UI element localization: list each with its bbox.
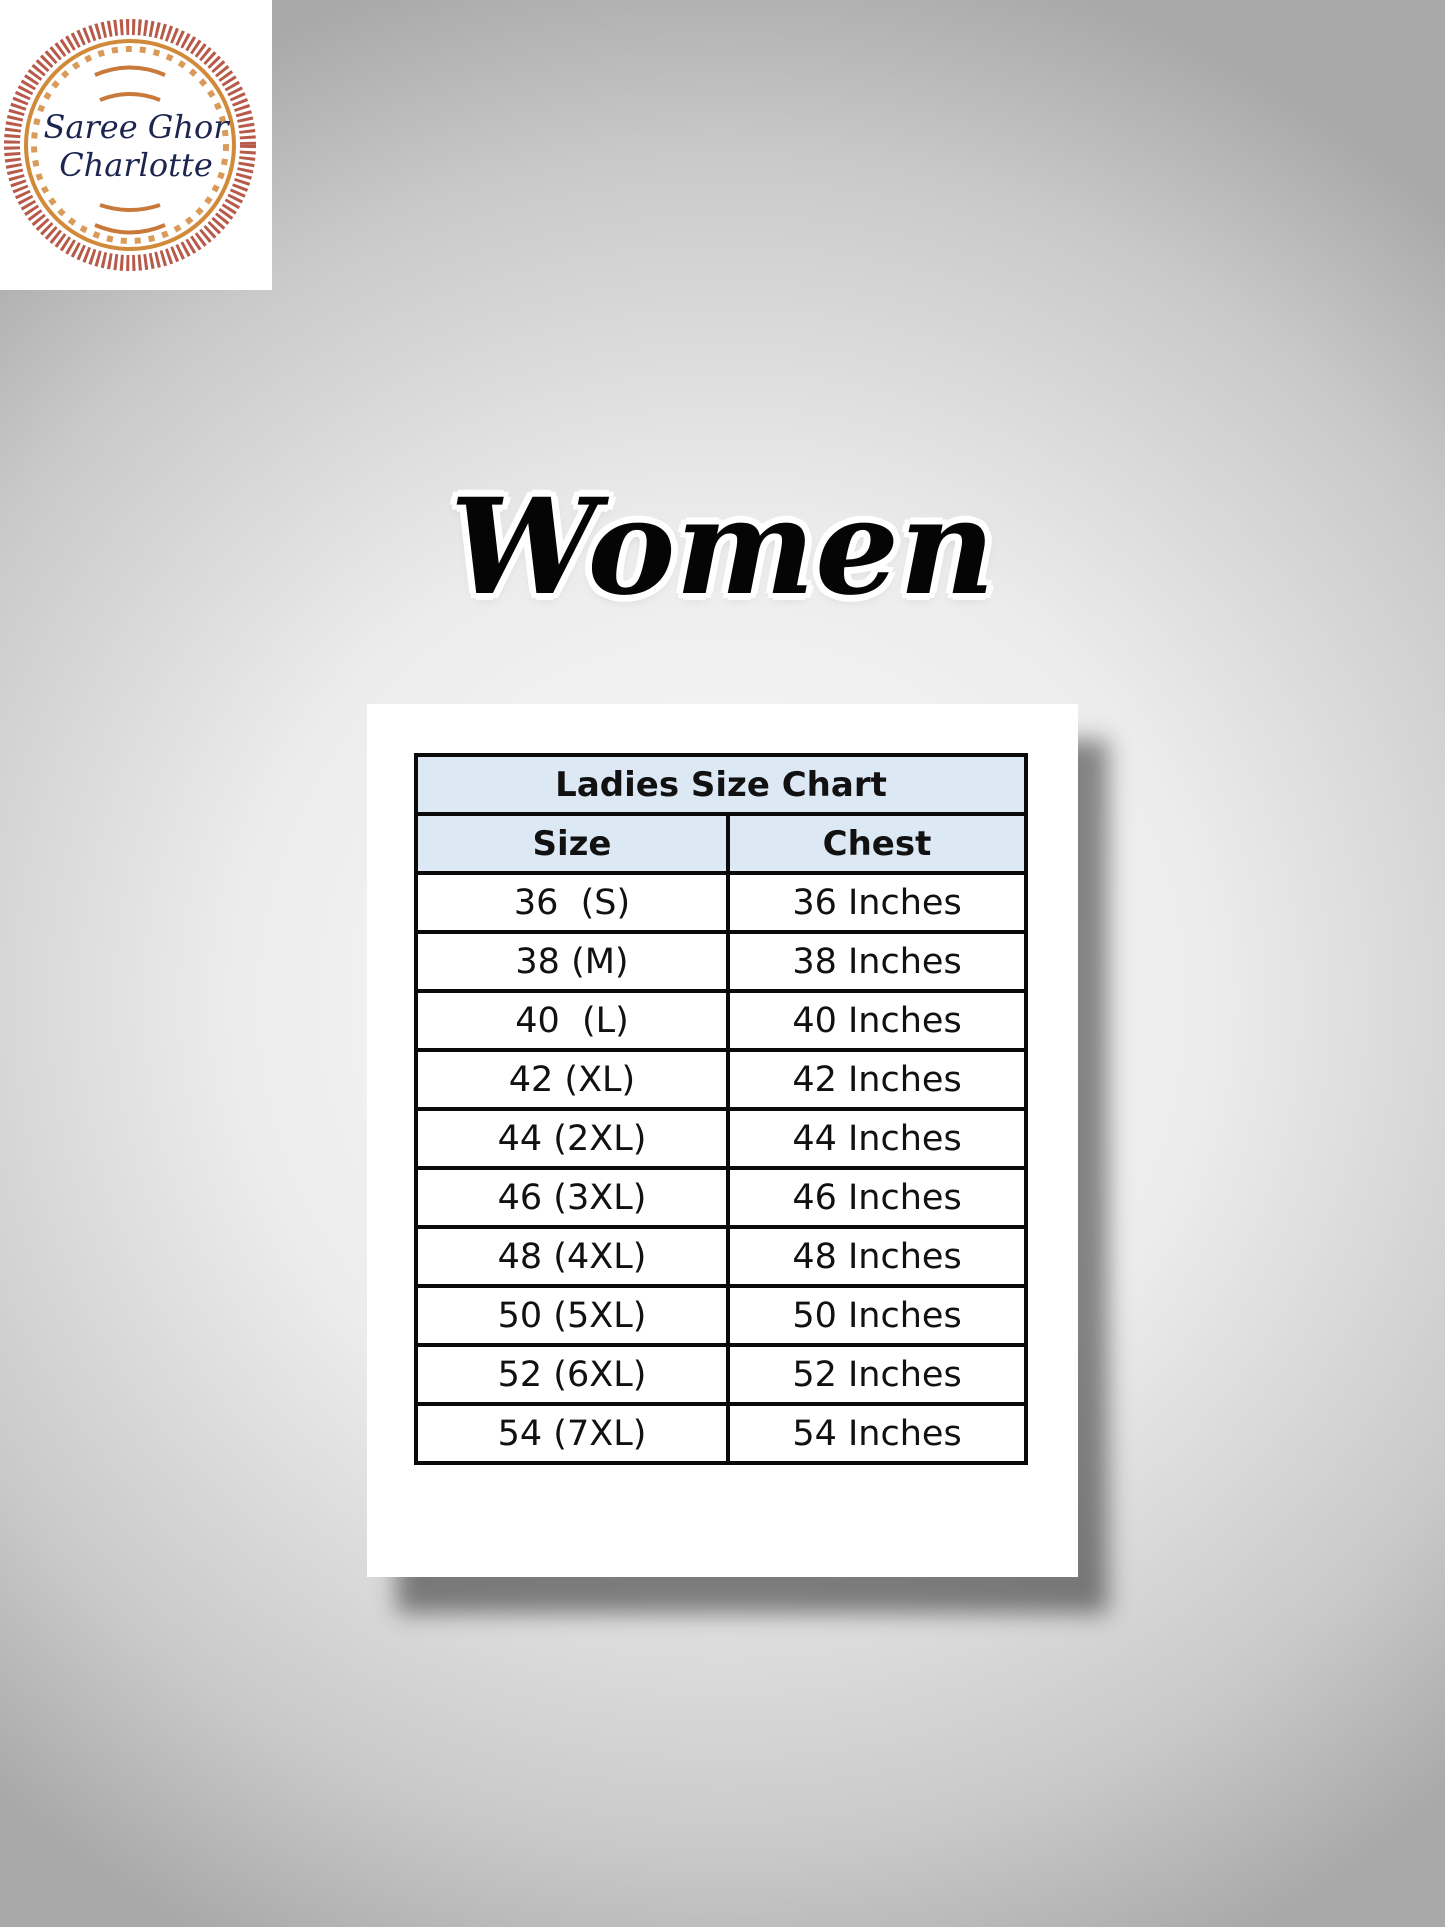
chest-cell: 46 Inches xyxy=(726,1166,1028,1229)
size-cell: 42 (XL) xyxy=(414,1048,730,1111)
chest-cell: 42 Inches xyxy=(726,1048,1028,1111)
chest-cell: 44 Inches xyxy=(726,1107,1028,1170)
chest-cell: 50 Inches xyxy=(726,1284,1028,1347)
size-cell: 36 (S) xyxy=(414,871,730,934)
table-title: Ladies Size Chart xyxy=(414,753,1028,816)
size-cell: 38 (M) xyxy=(414,930,730,993)
brand-logo: Saree Ghor Charlotte xyxy=(0,0,272,290)
chest-cell: 54 Inches xyxy=(726,1402,1028,1465)
table-row: 48 (4XL) 48 Inches xyxy=(414,1225,1028,1288)
size-cell: 44 (2XL) xyxy=(414,1107,730,1170)
table-row: 36 (S) 36 Inches xyxy=(414,871,1028,934)
page-heading: Women xyxy=(449,470,996,625)
table-row: 54 (7XL) 54 Inches xyxy=(414,1402,1028,1465)
column-header-chest: Chest xyxy=(726,812,1028,875)
logo-line-2: Charlotte xyxy=(59,146,213,184)
table-row: 52 (6XL) 52 Inches xyxy=(414,1343,1028,1406)
table-row: 42 (XL) 42 Inches xyxy=(414,1048,1028,1111)
size-cell: 48 (4XL) xyxy=(414,1225,730,1288)
column-header-size: Size xyxy=(414,812,730,875)
table-row: 50 (5XL) 50 Inches xyxy=(414,1284,1028,1347)
size-chart-table: Ladies Size Chart Size Chest 36 (S) 36 In… xyxy=(414,753,1028,1465)
table-row: 40 (L) 40 Inches xyxy=(414,989,1028,1052)
ornamental-ring-icon xyxy=(4,19,256,271)
table-row: 38 (M) 38 Inches xyxy=(414,930,1028,993)
chest-cell: 38 Inches xyxy=(726,930,1028,993)
chest-cell: 36 Inches xyxy=(726,871,1028,934)
size-cell: 52 (6XL) xyxy=(414,1343,730,1406)
size-cell: 50 (5XL) xyxy=(414,1284,730,1347)
size-cell: 54 (7XL) xyxy=(414,1402,730,1465)
table-row: 44 (2XL) 44 Inches xyxy=(414,1107,1028,1170)
size-cell: 40 (L) xyxy=(414,989,730,1052)
chest-cell: 40 Inches xyxy=(726,989,1028,1052)
table-row: 46 (3XL) 46 Inches xyxy=(414,1166,1028,1229)
logo-line-1: Saree Ghor xyxy=(43,108,229,146)
size-cell: 46 (3XL) xyxy=(414,1166,730,1229)
chest-cell: 52 Inches xyxy=(726,1343,1028,1406)
chest-cell: 48 Inches xyxy=(726,1225,1028,1288)
size-chart-card: Ladies Size Chart Size Chest 36 (S) 36 In… xyxy=(367,704,1078,1577)
